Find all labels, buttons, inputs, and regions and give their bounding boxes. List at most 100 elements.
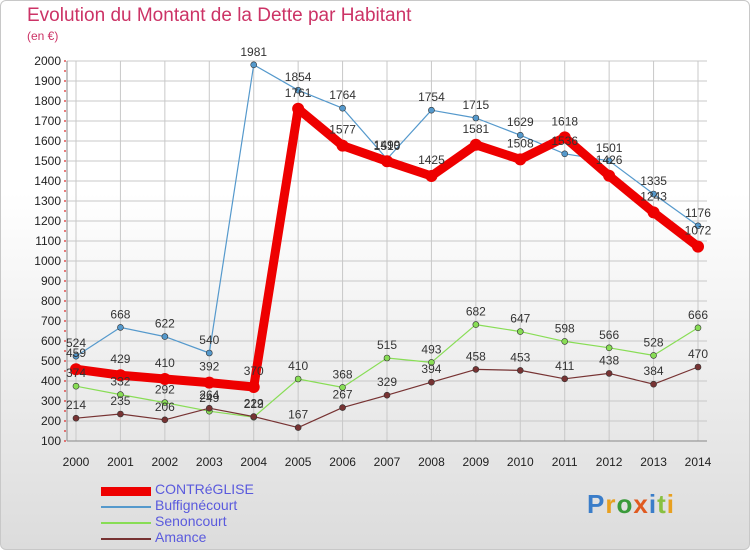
axes: 100 200 300 400 500 600 700 800 900 1000 1100 1200 1… (34, 54, 711, 469)
y-minor-tick (64, 300, 66, 302)
data-label-buffignecourt: 1715 (463, 98, 490, 112)
y-minor-tick (64, 340, 66, 342)
y-minor-tick (64, 100, 66, 102)
chart-title: Evolution du Montant de la Dette par Hab… (27, 5, 412, 26)
data-point-contreglise (558, 131, 571, 144)
data-point-amance (294, 424, 302, 431)
data-point-contreglise (425, 170, 438, 182)
data-point-contreglise (247, 381, 260, 393)
data-label-contreglise: 410 (155, 356, 175, 370)
y-tick-label: 1500 (34, 154, 61, 168)
data-label-contreglise: 370 (244, 364, 264, 378)
data-label-buffignecourt: 1510 (374, 139, 401, 153)
data-point-senoncourt (472, 321, 480, 328)
data-label-senoncourt: 332 (110, 375, 130, 389)
data-label-amance: 235 (110, 394, 130, 408)
data-point-senoncourt (516, 328, 524, 335)
data-label-buffignecourt: 1335 (640, 174, 667, 188)
x-tick-label: 2012 (596, 455, 623, 469)
y-minor-tick (64, 400, 66, 402)
data-point-amance (161, 416, 169, 424)
data-label-senoncourt: 566 (599, 328, 619, 342)
data-label-senoncourt: 368 (333, 367, 353, 381)
data-label-buffignecourt: 540 (199, 333, 219, 347)
data-label-buffignecourt: 1629 (507, 115, 534, 129)
data-point-contreglise (292, 102, 305, 115)
y-minor-tick (64, 70, 66, 72)
data-point-buffignecourt (72, 352, 80, 360)
data-point-buffignecourt (161, 333, 169, 340)
y-minor-tick (64, 360, 66, 362)
legend-swatch (101, 486, 151, 496)
data-point-contreglise (203, 376, 216, 389)
x-tick-label: 2007 (374, 455, 401, 469)
data-label-amance: 411 (555, 359, 574, 373)
data-point-amance (339, 404, 346, 411)
y-minor-tick (64, 140, 66, 142)
y-tick-label: 100 (41, 434, 61, 448)
data-point-amance (694, 363, 702, 371)
data-point-amance (472, 366, 480, 373)
y-minor-tick (64, 430, 66, 432)
data-label-senoncourt: 292 (155, 383, 175, 397)
logo-letter: x (633, 489, 649, 519)
data-label-amance: 329 (377, 375, 397, 389)
data-label-amance: 384 (644, 364, 664, 378)
x-tick-label: 2002 (152, 455, 179, 469)
y-tick-label: 500 (41, 354, 61, 368)
logo-letter: t (657, 489, 667, 519)
y-tick-label: 1300 (34, 194, 61, 208)
data-point-buffignecourt (117, 324, 124, 331)
data-label-contreglise: 1426 (596, 153, 623, 167)
data-point-senoncourt (161, 399, 169, 406)
y-tick-label: 700 (41, 314, 61, 328)
data-label-contreglise: 1618 (551, 114, 578, 128)
y-minor-tick (64, 290, 66, 292)
data-label-senoncourt: 647 (510, 312, 530, 326)
data-point-contreglise (158, 373, 171, 385)
data-point-senoncourt (383, 354, 391, 362)
y-minor-tick (64, 160, 66, 162)
data-point-amance (205, 404, 213, 412)
y-minor-tick (64, 260, 66, 262)
y-tick-label: 1700 (34, 114, 61, 128)
data-label-amance: 453 (510, 350, 530, 364)
data-label-amance: 222 (244, 397, 264, 411)
data-point-buffignecourt (605, 157, 613, 165)
x-tick-label: 2014 (685, 455, 712, 469)
y-minor-tick (64, 230, 66, 232)
data-point-contreglise (469, 138, 482, 151)
y-tick-label: 800 (41, 294, 61, 308)
data-label-buffignecourt: 1981 (240, 45, 267, 59)
y-minor-tick (64, 250, 66, 252)
y-tick-label: 1900 (34, 74, 61, 88)
y-tick-label: 1000 (34, 254, 61, 268)
y-minor-tick (64, 80, 66, 82)
y-minor-tick (64, 330, 66, 332)
data-point-senoncourt (428, 359, 435, 366)
y-tick-label: 600 (41, 334, 61, 348)
data-label-buffignecourt: 1176 (685, 206, 711, 220)
y-minor-tick (64, 110, 66, 112)
data-label-contreglise: 1072 (685, 224, 712, 238)
y-tick-label: 900 (41, 274, 61, 288)
y-minor-tick (64, 190, 66, 192)
data-label-amance: 458 (466, 349, 486, 363)
y-minor-tick (64, 370, 66, 372)
y-tick-label: 200 (41, 414, 61, 428)
x-tick-label: 2000 (63, 455, 90, 469)
data-point-contreglise (514, 153, 527, 166)
data-label-contreglise: 392 (199, 360, 219, 374)
x-tick-label: 2006 (329, 455, 356, 469)
data-label-contreglise: 1577 (329, 123, 356, 137)
data-label-contreglise: 1425 (418, 153, 445, 167)
x-tick-label: 2001 (107, 455, 134, 469)
data-point-contreglise (336, 139, 349, 152)
data-point-amance (605, 370, 613, 377)
data-label-senoncourt: 493 (421, 342, 441, 356)
data-point-senoncourt (294, 375, 302, 383)
data-point-amance (250, 413, 258, 420)
y-minor-tick (64, 270, 66, 272)
legend-swatch (101, 538, 151, 540)
